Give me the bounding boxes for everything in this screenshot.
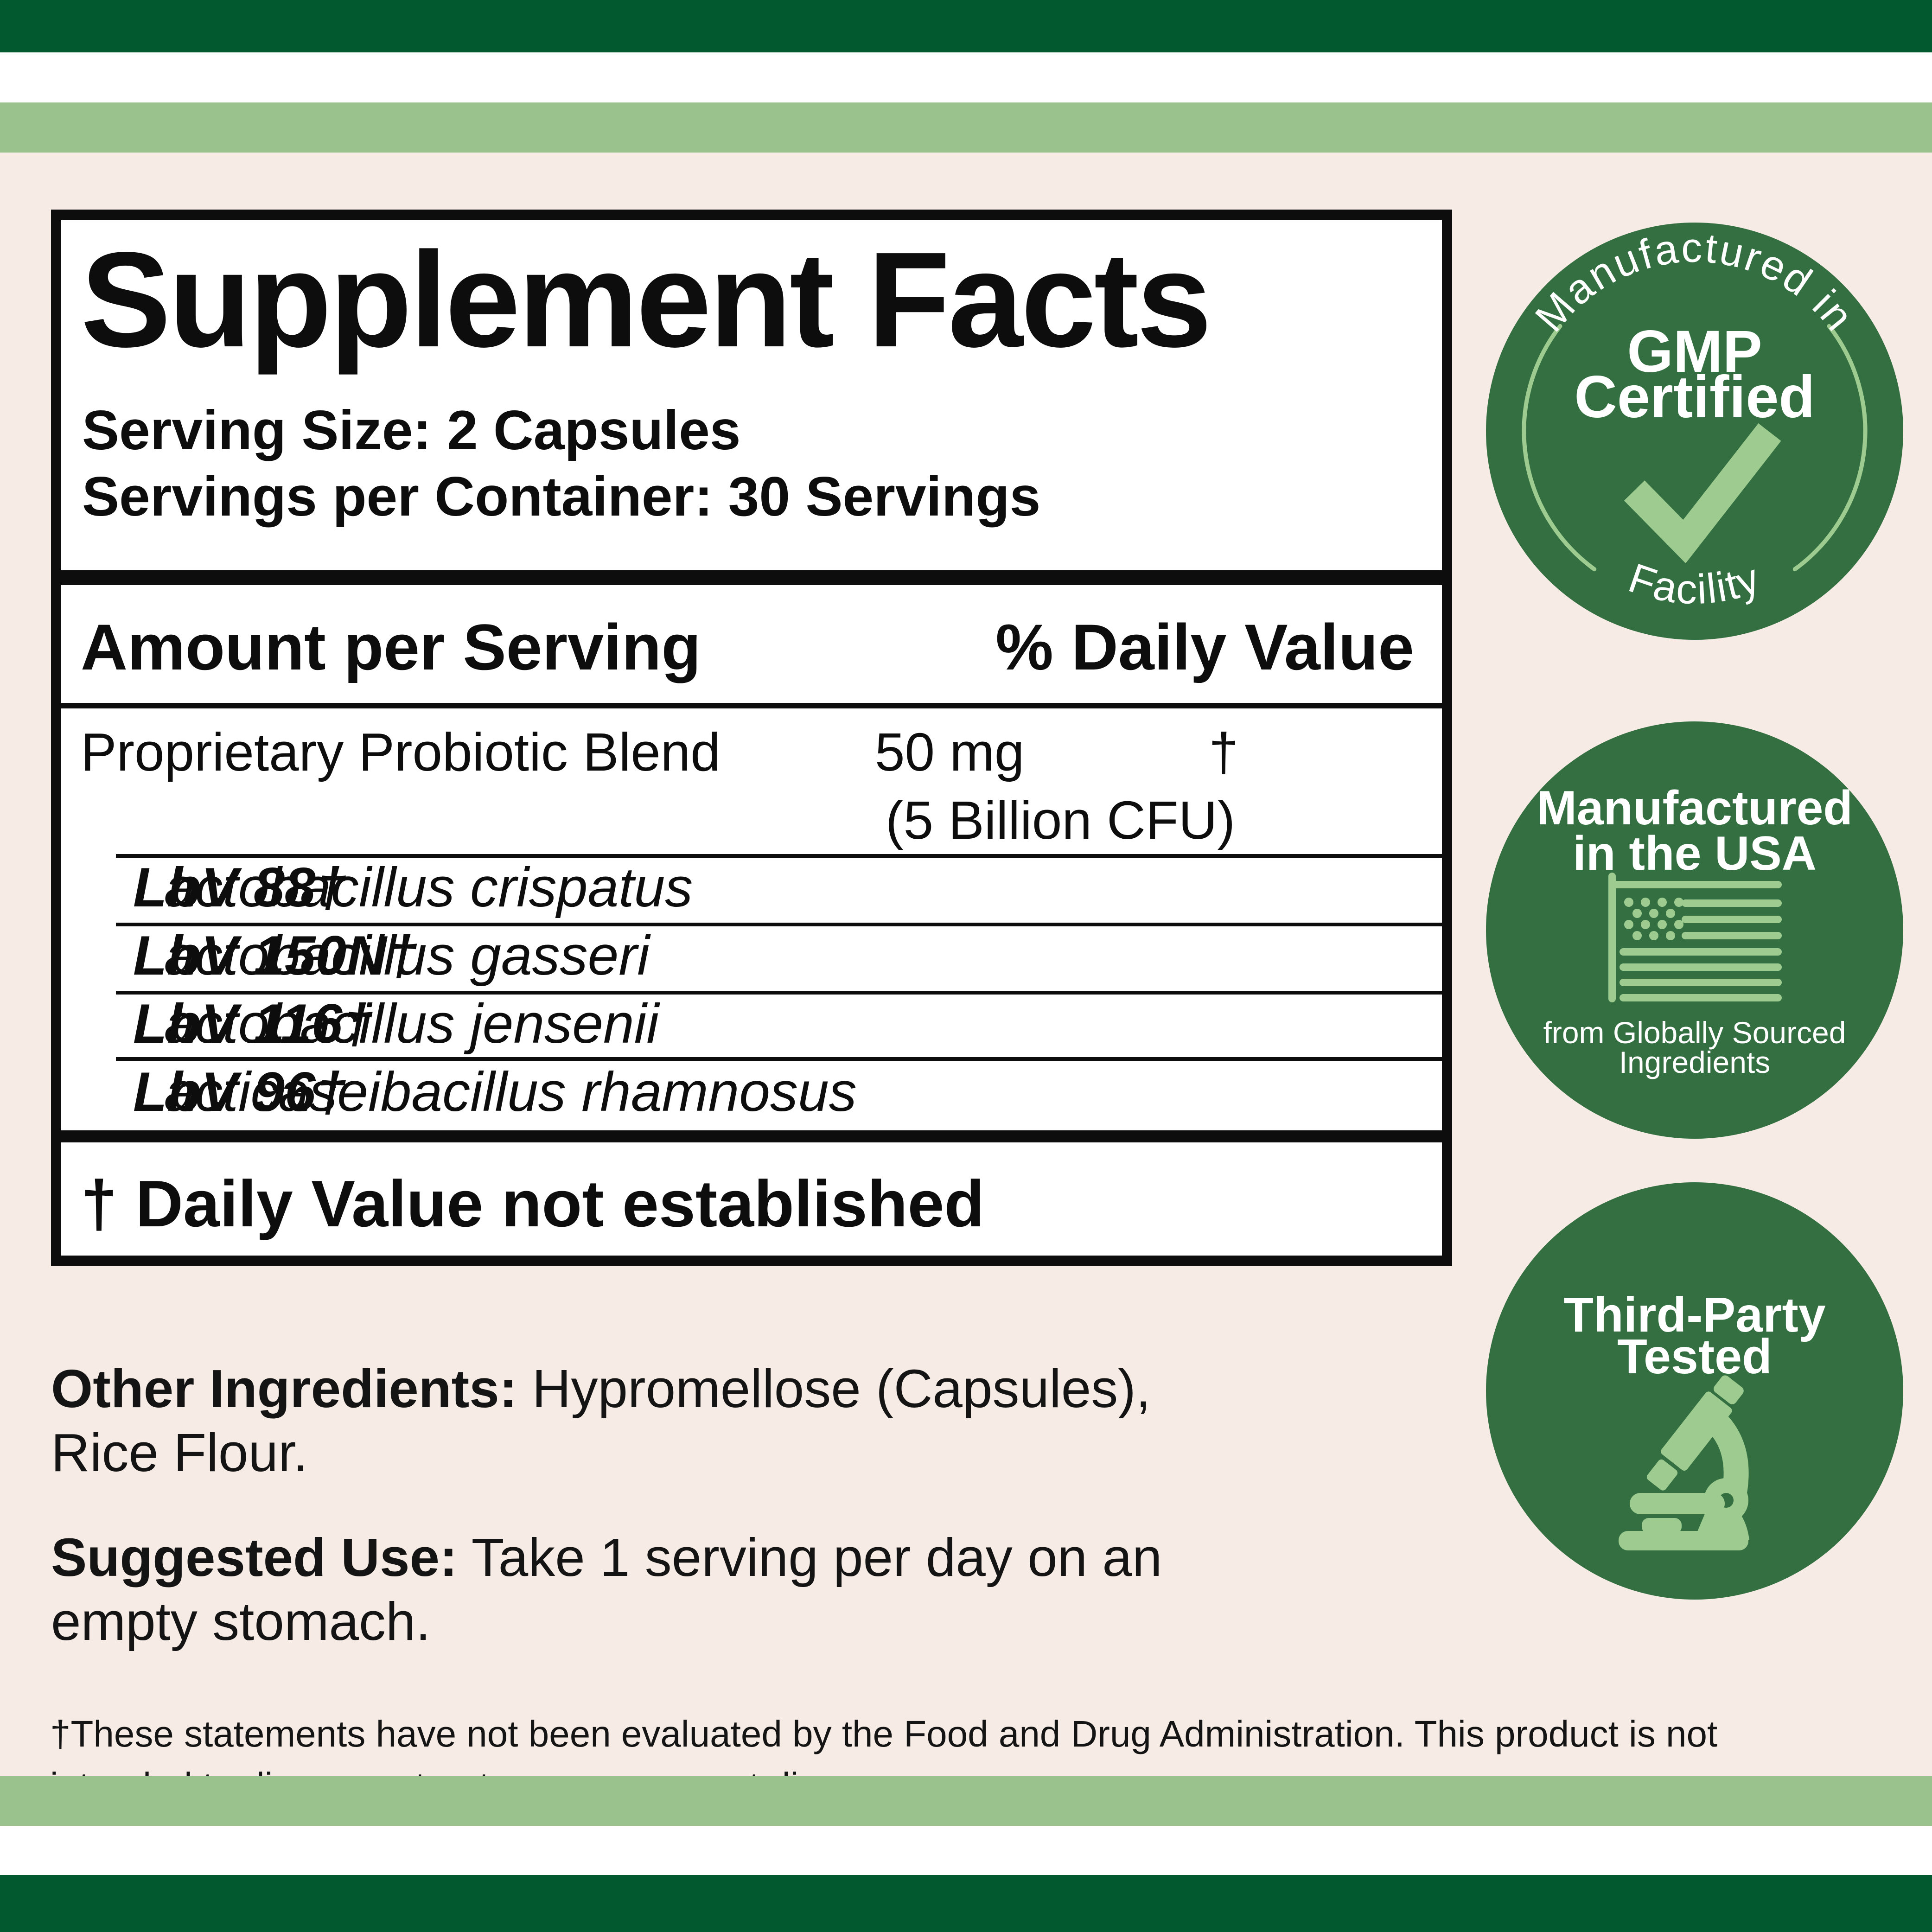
tested-badge-graphic: Third-Party Tested <box>1486 1182 1903 1600</box>
usa-line2: in the USA <box>1573 827 1817 880</box>
made-in-usa-badge: Manufactured in the USA <box>1486 721 1903 1139</box>
amount-per-serving-header: Amount per Serving <box>81 611 701 683</box>
usa-sub1: from Globally Sourced <box>1543 1015 1846 1050</box>
strain-row: Lactobacillus gasseri LbV 150N† <box>133 928 650 983</box>
usa-line1: Manufactured <box>1537 781 1853 835</box>
microscope-icon <box>1619 1375 1749 1550</box>
gmp-line1: GMP <box>1627 319 1762 385</box>
serving-size: Serving Size: 2 Capsules <box>82 399 741 461</box>
daily-value-note: † Daily Value not established <box>81 1167 985 1241</box>
divider-header <box>61 703 1442 708</box>
other-ingredients-label: Other Ingredients: <box>51 1358 517 1419</box>
divider-strain <box>116 923 1442 926</box>
strain-code: LbV 150N† <box>133 925 418 987</box>
blend-name: Proprietary Probiotic Blend <box>81 722 721 782</box>
usa-badge-graphic: Manufactured in the USA <box>1486 721 1903 1139</box>
strain-row: Lacticaseibacillus rhamnosus LbV 96† <box>133 1061 857 1123</box>
gmp-badge-graphic: Manufactured in GMP Certified Facility <box>1486 223 1903 640</box>
checkmark-icon <box>1624 423 1781 563</box>
third-party-tested-badge: Third-Party Tested <box>1486 1182 1903 1600</box>
badge-circle <box>1486 721 1903 1139</box>
divider-strain <box>116 991 1442 995</box>
gmp-certified-badge: Manufactured in GMP Certified Facility <box>1486 223 1903 640</box>
strain-row: Lactobacillus jensenii LbV 116† <box>133 993 659 1055</box>
bottom-stripe-white <box>0 1826 1932 1875</box>
divider-thick-bottom <box>61 1130 1442 1142</box>
badge-circle <box>1486 1182 1903 1600</box>
strain-row: Lactobacillus crispatus LbV 88† <box>133 860 693 915</box>
servings-per-container: Servings per Container: 30 Servings <box>82 465 1041 528</box>
top-stripe-light-green <box>0 102 1932 153</box>
strain-name: Lactobacillus crispatus <box>133 856 693 918</box>
ring-arc-right <box>1792 324 1868 572</box>
usa-flag-icon <box>1608 873 1782 1002</box>
suggested-use-text: Take 1 serving per day on an empty stoma… <box>51 1527 1162 1651</box>
bottom-stripe-dark-green <box>0 1875 1932 1932</box>
suggested-use: Suggested Use: Take 1 serving per day on… <box>51 1525 1266 1653</box>
blend-daily-value: † <box>1209 722 1239 782</box>
strain-code: LbV 96† <box>133 1061 347 1123</box>
badge-circle <box>1486 223 1903 640</box>
divider-strain <box>116 1057 1442 1061</box>
bottom-stripe-light-green <box>0 1776 1932 1826</box>
other-ingredients-text: Hypromellose (Capsules), Rice Flour. <box>51 1358 1151 1483</box>
other-ingredients: Other Ingredients: Hypromellose (Capsule… <box>51 1357 1266 1485</box>
tested-line1: Third-Party <box>1563 1288 1825 1342</box>
strain-name: Lactobacillus gasseri <box>133 925 650 987</box>
strain-name: Lacticaseibacillus rhamnosus <box>133 1061 857 1123</box>
tested-line2: Tested <box>1617 1329 1772 1384</box>
daily-value-header: % Daily Value <box>995 611 1414 683</box>
usa-sub2: Ingredients <box>1619 1045 1771 1079</box>
gmp-line2: Certified <box>1574 364 1815 430</box>
top-stripe-dark-green <box>0 0 1932 52</box>
blend-cfu-note: (5 Billion CFU) <box>886 790 1236 850</box>
divider-thick-top <box>61 570 1442 585</box>
divider-strain <box>116 854 1442 858</box>
ring-arc-left <box>1522 324 1597 572</box>
strain-code: LbV 116† <box>133 993 374 1055</box>
panel-title: Supplement Facts <box>81 224 1212 375</box>
blend-amount: 50 mg <box>875 722 1025 782</box>
strain-name: Lactobacillus jensenii <box>133 993 659 1055</box>
suggested-use-label: Suggested Use: <box>51 1527 458 1588</box>
top-stripe-white <box>0 52 1932 102</box>
supplement-facts-panel: Supplement Facts Serving Size: 2 Capsule… <box>51 210 1452 1266</box>
strain-code: LbV 88† <box>133 856 347 918</box>
